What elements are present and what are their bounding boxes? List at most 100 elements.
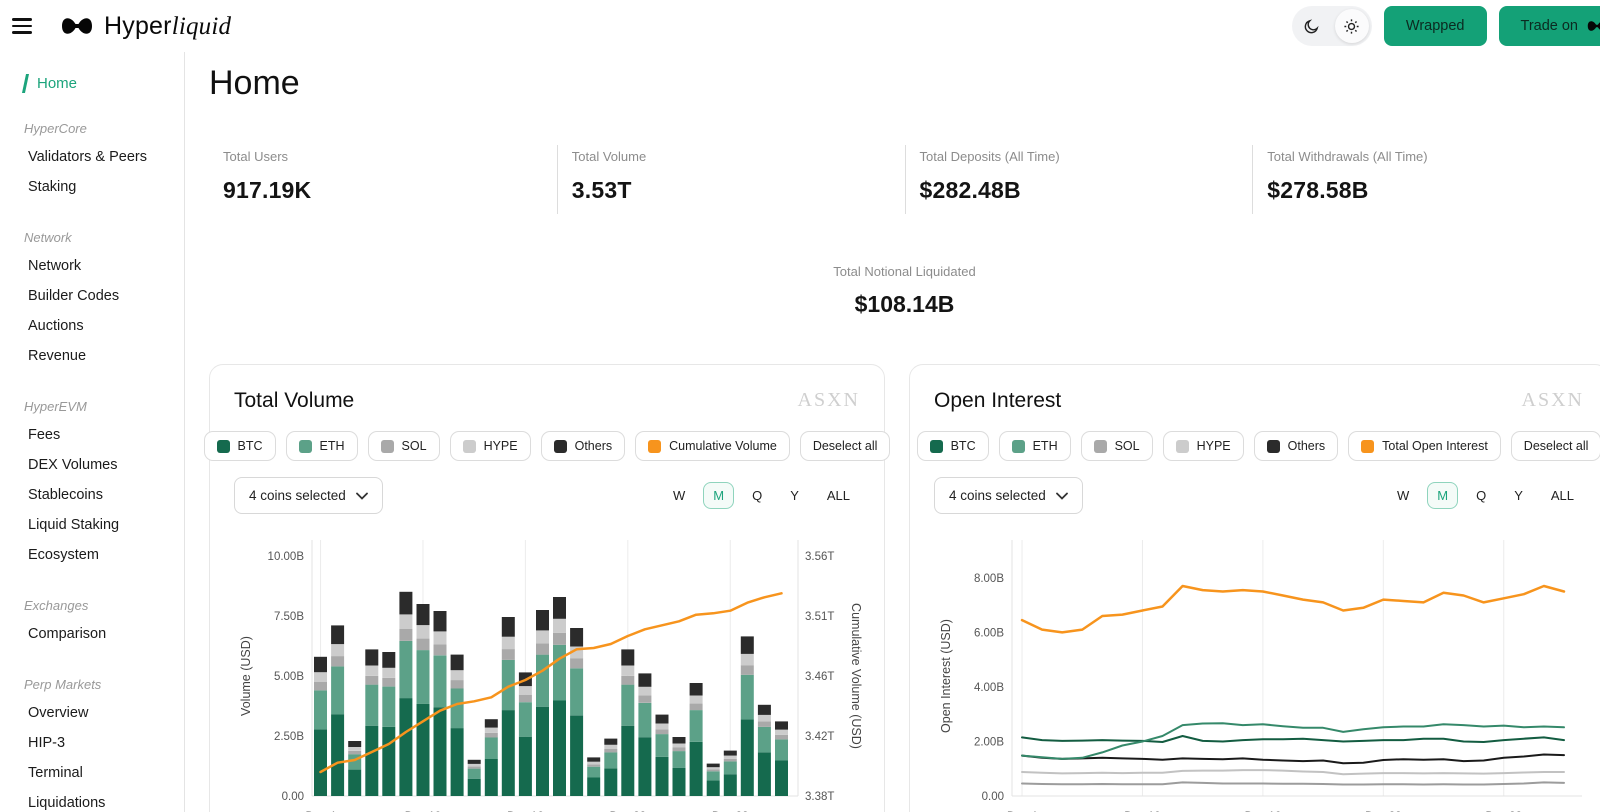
sidebar-section-hypercore: HyperCore Validators & Peers Staking [0, 121, 184, 202]
range-w[interactable]: W [663, 482, 695, 509]
legend-chip-btc[interactable]: BTC [203, 431, 276, 461]
legend-chip-eth[interactable]: ETH [998, 431, 1071, 461]
menu-icon[interactable] [6, 9, 40, 43]
notional-stat: Total Notional Liquidated $108.14B [209, 264, 1600, 318]
range-selector: W M Q Y ALL [663, 482, 860, 509]
others-swatch [1266, 439, 1280, 453]
hyperliquid-bowtie-icon [1587, 21, 1600, 31]
sidebar-item-builder-codes[interactable]: Builder Codes [28, 288, 120, 304]
range-m[interactable]: M [703, 482, 735, 509]
coins-select[interactable]: 4 coins selected [934, 477, 1083, 514]
others-swatch [553, 439, 567, 453]
page-title: Home [209, 64, 300, 102]
range-m[interactable]: M [1427, 482, 1459, 509]
sidebar-item-staking[interactable]: Staking [28, 179, 77, 195]
stat-value: 3.53T [571, 177, 632, 203]
wrapped-button[interactable]: Wrapped [1383, 6, 1487, 46]
theme-toggle[interactable] [1291, 6, 1372, 46]
chevron-down-icon [355, 492, 368, 500]
open-interest-chart[interactable]: Dec 4Dec 10Dec 16Dec 22Dec 280.002.00B4.… [934, 530, 1584, 812]
deselect-all-button[interactable]: Deselect all [799, 431, 891, 461]
legend-chip-btc[interactable]: BTC [916, 431, 989, 461]
svg-text:6.00B: 6.00B [974, 627, 1004, 639]
asxn-watermark: ASXN [1521, 389, 1584, 411]
legend-label: BTC [237, 439, 263, 453]
chevron-down-icon [1055, 492, 1068, 500]
chart-title: Open Interest [934, 389, 1062, 412]
range-y[interactable]: Y [780, 482, 809, 509]
legend-chip-hype[interactable]: HYPE [449, 431, 531, 461]
svg-text:10.00B: 10.00B [268, 551, 305, 563]
legend-chip-sol[interactable]: SOL [367, 431, 440, 461]
sidebar-item-fees[interactable]: Fees [28, 427, 61, 443]
range-q[interactable]: Q [742, 482, 772, 509]
sidebar-item-liquid-staking[interactable]: Liquid Staking [28, 517, 120, 533]
trade-button[interactable]: Trade on [1498, 6, 1600, 46]
range-all[interactable]: ALL [817, 482, 860, 509]
brand-logo[interactable]: Hyperliquid [60, 12, 231, 41]
sidebar-item-auctions[interactable]: Auctions [28, 318, 84, 334]
legend-chip-sol[interactable]: SOL [1080, 431, 1153, 461]
sol-swatch [380, 439, 394, 453]
sol-swatch [1093, 439, 1107, 453]
coins-select[interactable]: 4 coins selected [234, 477, 383, 514]
stat-label: Total Deposits (All Time) [919, 149, 1060, 164]
deselect-all-button[interactable]: Deselect all [1510, 431, 1600, 461]
total-volume-chart[interactable]: Dec 4Dec 10Dec 16Dec 22Dec 280.002.50B5.… [234, 530, 863, 812]
range-all[interactable]: ALL [1541, 482, 1584, 509]
svg-text:2.50B: 2.50B [274, 731, 304, 743]
sidebar-item-dex-volumes[interactable]: DEX Volumes [28, 457, 118, 473]
sun-icon[interactable] [1334, 9, 1369, 43]
sidebar-item-overview[interactable]: Overview [28, 705, 89, 721]
sidebar-section-network: Network Network Builder Codes Auctions Reven… [0, 230, 184, 371]
legend-chip-eth[interactable]: ETH [285, 431, 358, 461]
open-interest-card: Open Interest ASXN BTC ETH SOL HYPE Others To… [909, 364, 1600, 812]
svg-text:Volume (USD): Volume (USD) [239, 636, 253, 716]
range-y[interactable]: Y [1504, 482, 1533, 509]
stat-label: Total Withdrawals (All Time) [1267, 149, 1428, 164]
sidebar-item-comparison[interactable]: Comparison [28, 626, 107, 642]
sidebar-item-home[interactable]: Home [0, 74, 184, 93]
svg-text:3.51T: 3.51T [805, 611, 834, 623]
svg-text:4.00B: 4.00B [974, 682, 1004, 694]
sidebar-item-validators-peers[interactable]: Validators & Peers [28, 149, 148, 165]
legend-chip-cumulative-volume[interactable]: Cumulative Volume [635, 431, 790, 461]
stats-row: Total Users 917.19K Total Volume 3.53T Total… [209, 145, 1600, 214]
sidebar: Home HyperCore Validators & Peers Staking N… [0, 52, 185, 812]
total-volume-card: Total Volume ASXN BTC ETH SOL HYPE Others Cum… [203, 364, 891, 812]
sidebar-item-hip-3[interactable]: HIP-3 [28, 735, 66, 751]
hype-swatch [1175, 439, 1189, 453]
range-w[interactable]: W [1387, 482, 1419, 509]
sidebar-item-ecosystem[interactable]: Ecosystem [28, 547, 99, 563]
svg-text:3.46T: 3.46T [805, 671, 834, 683]
sidebar-section-title: Perp Markets [24, 677, 102, 692]
sidebar-section-title: HyperEVM [24, 399, 87, 414]
legend-label: HYPE [483, 439, 518, 453]
legend-label: ETH [1032, 439, 1058, 453]
sidebar-item-stablecoins[interactable]: Stablecoins [28, 487, 103, 503]
moon-icon[interactable] [1295, 9, 1329, 43]
legend-label: BTC [950, 439, 976, 453]
stat-total-volume: Total Volume 3.53T [556, 145, 905, 214]
legend-chip-others[interactable]: Others [1253, 431, 1339, 461]
sidebar-section-title: HyperCore [24, 121, 87, 136]
sidebar-item-revenue[interactable]: Revenue [28, 348, 87, 364]
eth-swatch [298, 439, 312, 453]
stat-label: Total Volume [571, 149, 647, 164]
legend-chip-hype[interactable]: HYPE [1162, 431, 1244, 461]
svg-text:0.00: 0.00 [982, 791, 1004, 803]
legend-chip-others[interactable]: Others [540, 431, 626, 461]
sidebar-item-terminal[interactable]: Terminal [28, 765, 83, 781]
stat-label: Total Users [223, 149, 289, 164]
charts-row: Total Volume ASXN BTC ETH SOL HYPE Others Cum… [203, 364, 1600, 812]
svg-text:3.56T: 3.56T [805, 551, 834, 563]
sidebar-item-network[interactable]: Network [28, 258, 82, 274]
chart-legend: BTC ETH SOL HYPE Others Cumulative Volume Dese… [203, 431, 891, 461]
svg-text:3.42T: 3.42T [805, 731, 834, 743]
sidebar-item-liquidations[interactable]: Liquidations [28, 795, 106, 811]
legend-chip-total-open-interest[interactable]: Total Open Interest [1348, 431, 1501, 461]
legend-label: Cumulative Volume [669, 439, 777, 453]
legend-label: SOL [1114, 439, 1140, 453]
hype-swatch [462, 439, 476, 453]
range-q[interactable]: Q [1466, 482, 1496, 509]
